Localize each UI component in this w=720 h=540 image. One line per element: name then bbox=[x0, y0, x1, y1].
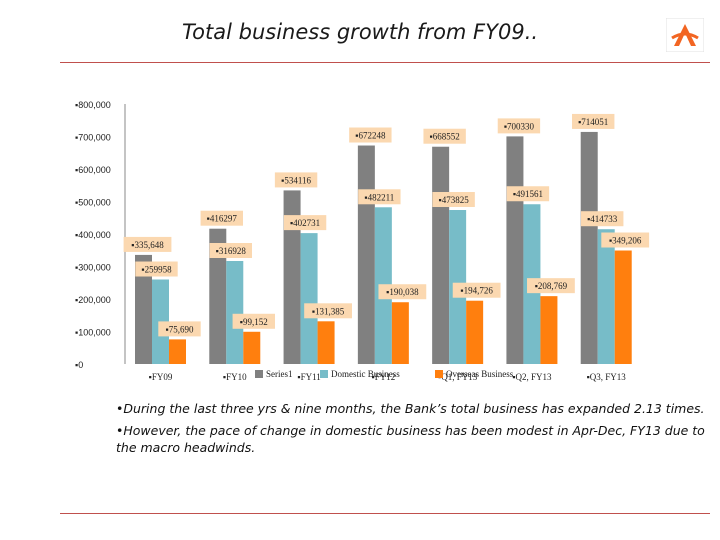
bar-series1-fy12 bbox=[357, 145, 375, 364]
data-label-domestic-business-fy12: ▪482211 bbox=[364, 192, 394, 202]
data-label-overseas-business-q1-fy13: ▪194,726 bbox=[460, 286, 493, 296]
y-tick-label: ▪100,000 bbox=[75, 328, 111, 338]
data-label-series1-q3-fy13: ▪714051 bbox=[578, 117, 608, 127]
bar-domestic-business-fy10 bbox=[226, 260, 244, 364]
data-label-domestic-business-fy11: ▪402731 bbox=[290, 218, 320, 228]
bar-overseas-business-q3-fy13 bbox=[614, 250, 632, 364]
bar-series1-q1-fy13 bbox=[432, 146, 450, 364]
data-label-box-domestic-business-q1-fy13 bbox=[432, 192, 475, 208]
x-tick-label: ▪Q3, FY13 bbox=[587, 372, 627, 382]
legend-swatch-domestic-business bbox=[320, 370, 328, 378]
data-label-box-overseas-business-fy11 bbox=[304, 303, 352, 319]
data-label-series1-fy12: ▪672248 bbox=[355, 131, 386, 141]
footer-divider bbox=[60, 513, 710, 514]
data-label-box-series1-fy11 bbox=[274, 172, 318, 188]
data-label-series1-fy09: ▪335,648 bbox=[131, 240, 164, 250]
slide-title: Total business growth from FY09.. bbox=[181, 20, 539, 44]
data-label-overseas-business-fy11: ▪131,385 bbox=[312, 306, 345, 316]
data-label-box-overseas-business-fy09 bbox=[158, 321, 201, 337]
data-label-domestic-business-q2-fy13: ▪491561 bbox=[513, 189, 543, 199]
bar-series1-fy10 bbox=[209, 228, 227, 364]
y-tick-label: ▪500,000 bbox=[75, 198, 111, 208]
data-label-box-series1-fy10 bbox=[200, 210, 243, 226]
data-label-domestic-business-q3-fy13: ▪414733 bbox=[587, 214, 618, 224]
bar-series1-q3-fy13 bbox=[580, 131, 598, 364]
data-label-box-overseas-business-q3-fy13 bbox=[601, 232, 650, 248]
bar-series1-q2-fy13 bbox=[506, 136, 524, 364]
y-tick-label: ▪700,000 bbox=[75, 133, 111, 143]
data-label-box-overseas-business-q2-fy13 bbox=[527, 278, 575, 294]
bullet-list: •During the last three yrs & nine months… bbox=[116, 401, 716, 462]
bullet-point-1: •During the last three yrs & nine months… bbox=[116, 401, 705, 416]
data-label-box-overseas-business-fy10 bbox=[232, 313, 275, 329]
data-label-box-domestic-business-fy09 bbox=[135, 261, 178, 277]
data-label-series1-q1-fy13: ▪668552 bbox=[430, 132, 460, 142]
data-label-domestic-business-q1-fy13: ▪473825 bbox=[439, 195, 470, 205]
bar-domestic-business-fy11 bbox=[300, 233, 318, 364]
bar-overseas-business-fy10 bbox=[243, 331, 261, 364]
legend-swatch-series1 bbox=[255, 370, 263, 378]
data-label-overseas-business-fy12: ▪190,038 bbox=[386, 287, 419, 297]
bar-domestic-business-q3-fy13 bbox=[597, 229, 615, 364]
data-label-domestic-business-fy09: ▪259958 bbox=[141, 265, 172, 275]
legend-swatch-overseas-business bbox=[435, 370, 443, 378]
bullet-point-2: •However, the pace of change in domestic… bbox=[116, 423, 705, 455]
data-label-overseas-business-fy10: ▪99,152 bbox=[240, 317, 268, 327]
bank-logo-icon bbox=[666, 18, 704, 52]
y-tick-label: ▪200,000 bbox=[75, 295, 111, 305]
legend-label-overseas-business: Overseas Business bbox=[446, 369, 514, 379]
title-divider bbox=[60, 62, 710, 63]
bar-overseas-business-q1-fy13 bbox=[466, 300, 484, 364]
data-label-overseas-business-q2-fy13: ▪208,769 bbox=[535, 281, 568, 291]
y-tick-label: ▪800,000 bbox=[75, 100, 111, 110]
x-tick-label: ▪FY12 bbox=[372, 372, 396, 382]
bar-series1-fy09 bbox=[135, 254, 152, 364]
x-tick-label: ▪Q1, FY13 bbox=[438, 372, 478, 382]
data-label-box-overseas-business-fy12 bbox=[378, 284, 427, 300]
data-label-series1-q2-fy13: ▪700330 bbox=[504, 121, 535, 131]
bar-overseas-business-fy12 bbox=[391, 302, 409, 364]
data-label-box-domestic-business-q3-fy13 bbox=[581, 211, 624, 227]
data-label-box-overseas-business-q1-fy13 bbox=[452, 282, 501, 298]
y-tick-label: ▪300,000 bbox=[75, 263, 111, 273]
business-growth-chart: ▪0 ▪100,000 ▪200,000 ▪300,000 ▪400,000 ▪500,0… bbox=[75, 100, 650, 382]
data-label-series1-fy11: ▪534116 bbox=[281, 175, 311, 185]
data-label-box-domestic-business-q2-fy13 bbox=[506, 186, 550, 202]
bar-overseas-business-q2-fy13 bbox=[540, 296, 558, 364]
data-label-overseas-business-fy09: ▪75,690 bbox=[166, 324, 194, 334]
x-tick-label: ▪FY10 bbox=[223, 372, 247, 382]
legend-label-series1: Series1 bbox=[266, 369, 293, 379]
x-tick-label: ▪FY09 bbox=[149, 372, 173, 382]
y-tick-label: ▪600,000 bbox=[75, 165, 111, 175]
data-label-box-domestic-business-fy11 bbox=[283, 215, 327, 231]
legend-label-domestic-business: Domestic Business bbox=[331, 369, 400, 379]
x-tick-label: ▪Q2, FY13 bbox=[512, 372, 552, 382]
data-label-box-series1-q3-fy13 bbox=[572, 113, 615, 129]
x-tick-label: ▪FY11 bbox=[297, 372, 320, 382]
bar-overseas-business-fy11 bbox=[317, 321, 335, 364]
data-label-box-domestic-business-fy12 bbox=[358, 189, 401, 205]
y-tick-label: ▪400,000 bbox=[75, 230, 111, 240]
data-label-series1-fy10: ▪416297 bbox=[207, 214, 238, 224]
bar-overseas-business-fy09 bbox=[169, 339, 186, 364]
data-label-domestic-business-fy10: ▪316928 bbox=[216, 246, 247, 256]
bar-series1-fy11 bbox=[283, 190, 301, 364]
data-label-box-series1-q1-fy13 bbox=[423, 128, 466, 144]
data-label-box-series1-q2-fy13 bbox=[497, 118, 541, 134]
data-label-box-domestic-business-fy10 bbox=[209, 242, 252, 258]
data-label-box-series1-fy12 bbox=[349, 127, 392, 143]
y-tick-label: ▪0 bbox=[75, 360, 83, 370]
data-label-overseas-business-q3-fy13: ▪349,206 bbox=[609, 236, 642, 246]
data-label-box-series1-fy09 bbox=[123, 236, 172, 252]
